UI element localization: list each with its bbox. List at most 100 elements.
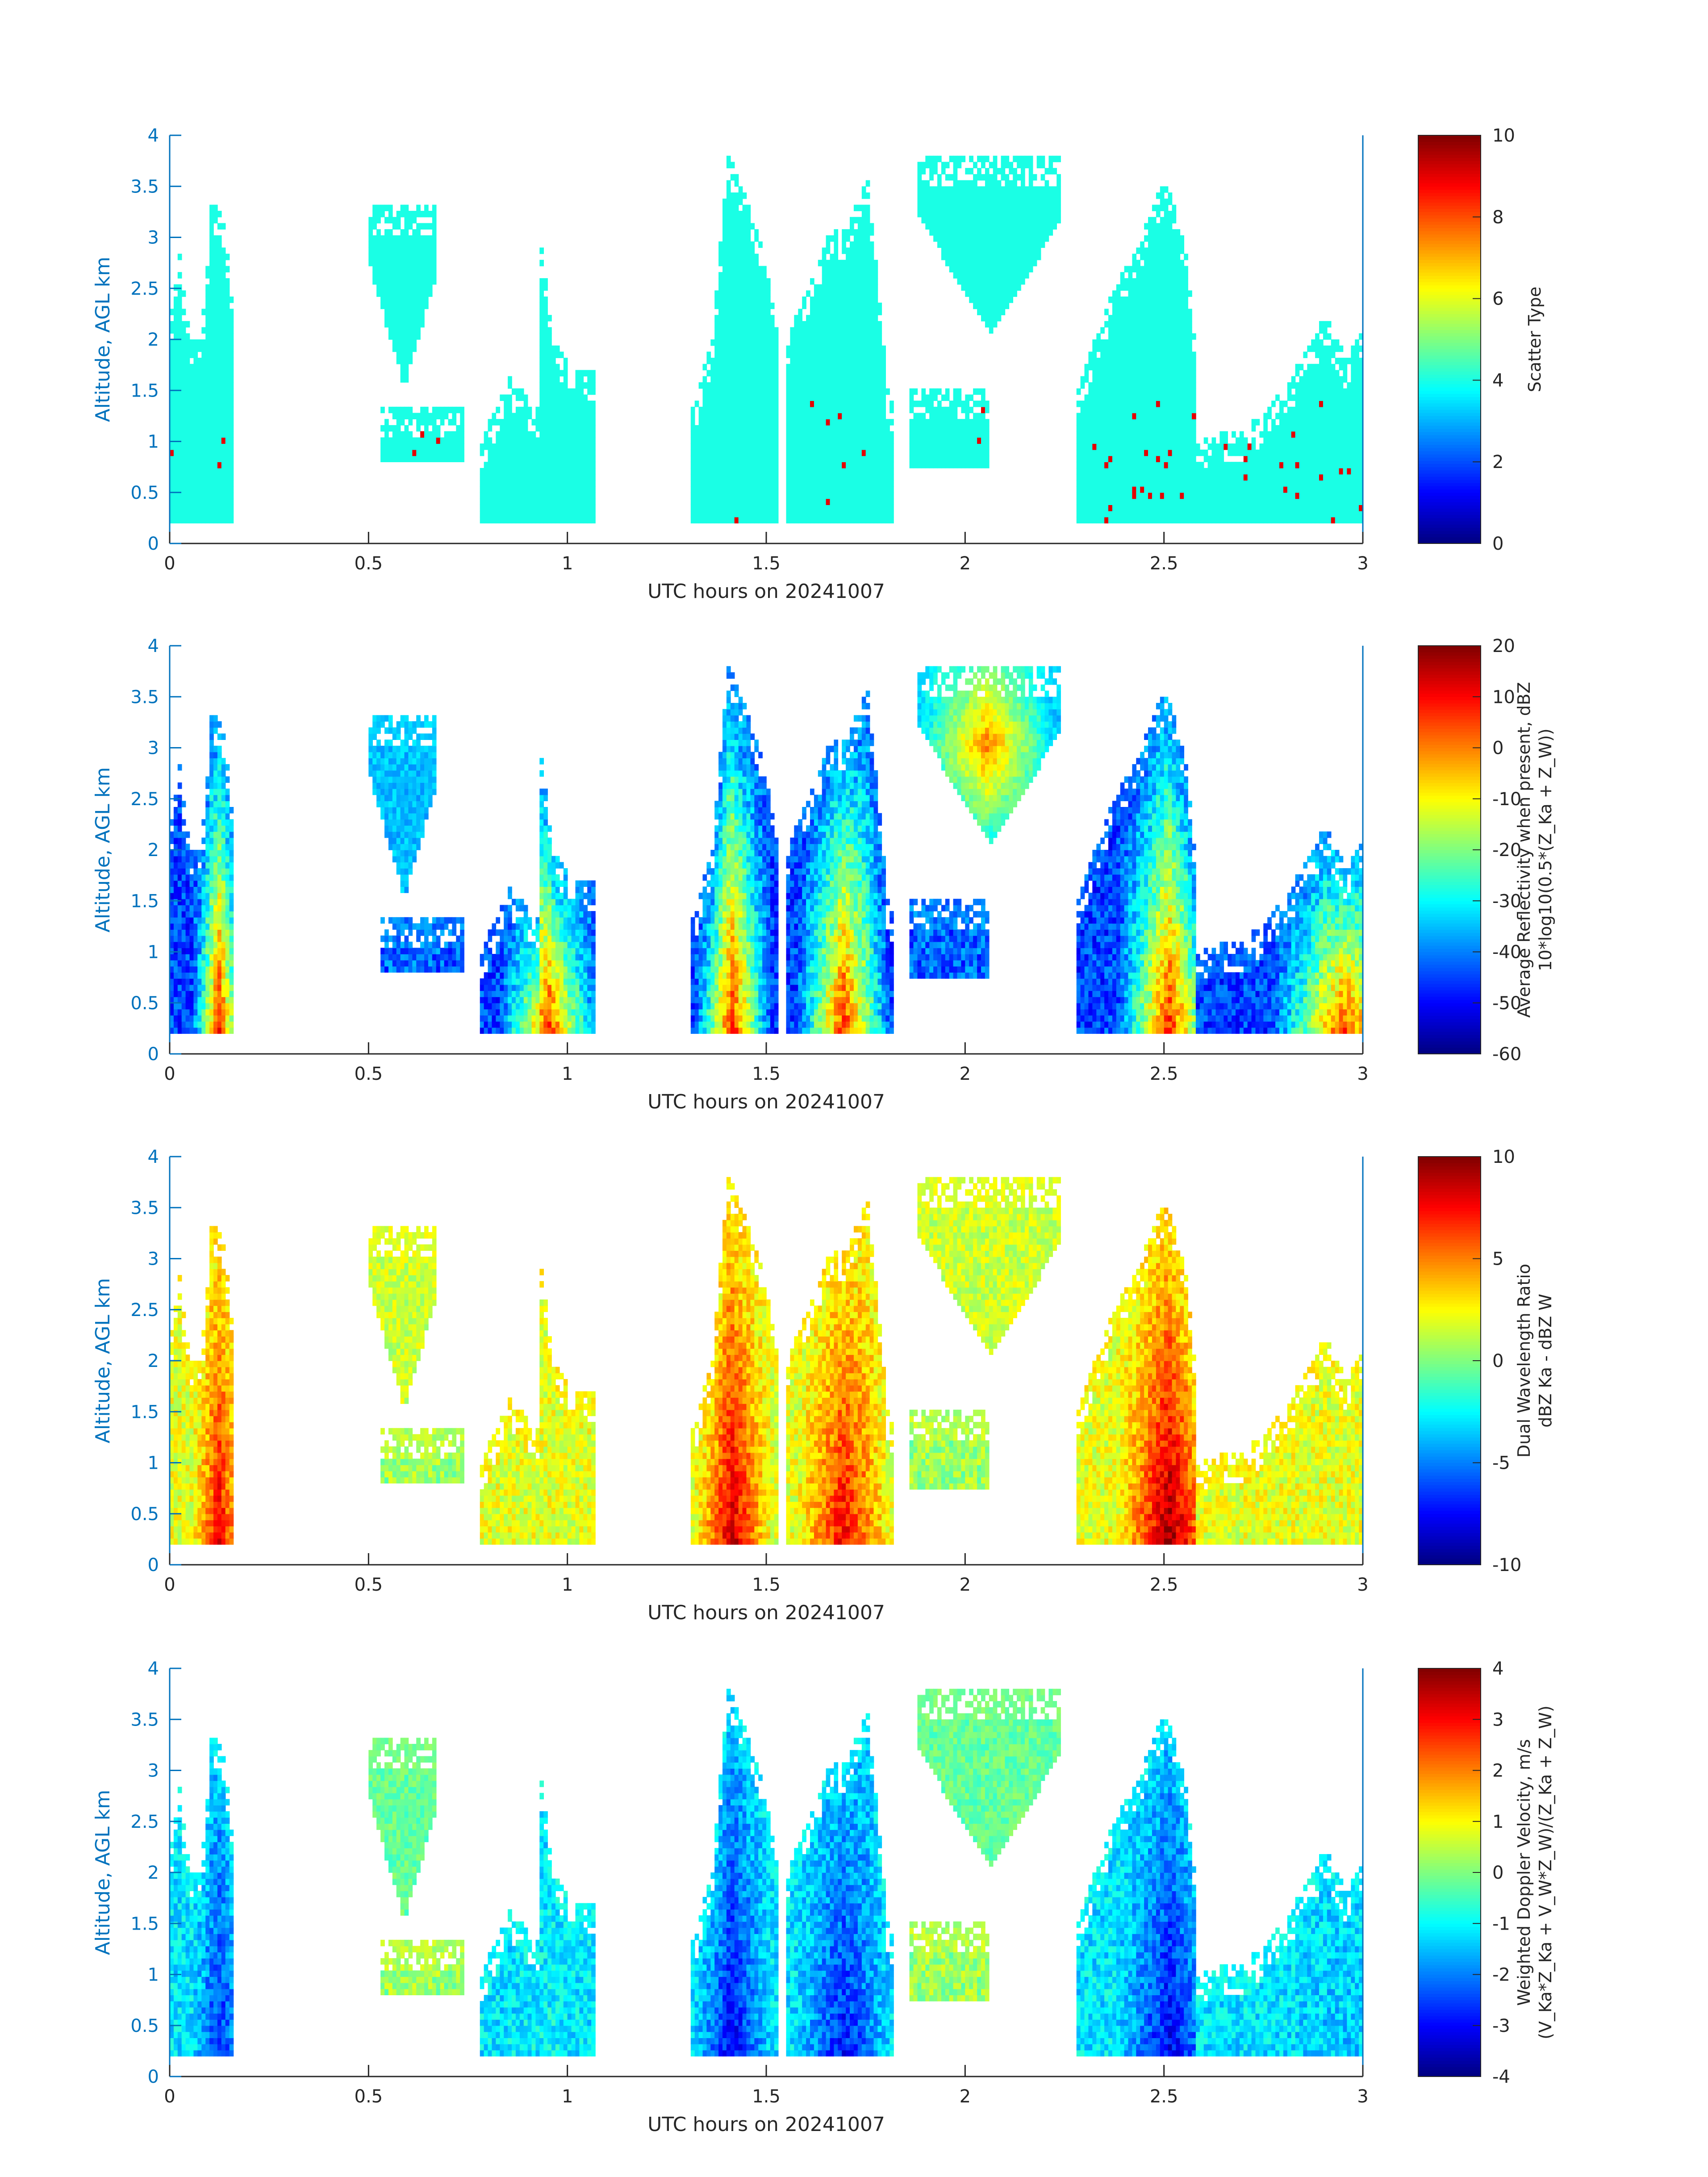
heatmap-cell: [957, 247, 962, 254]
heatmap-cell: [170, 419, 174, 426]
heatmap-cell: [750, 425, 755, 432]
heatmap-cell: [838, 419, 842, 426]
heatmap-cell: [722, 406, 727, 414]
heatmap-cell: [726, 284, 731, 291]
heatmap-cell: [790, 419, 795, 426]
heatmap-cell: [170, 370, 174, 376]
heatmap-cell: [1092, 449, 1097, 456]
heatmap-cell: [861, 510, 866, 518]
heatmap-cell: [786, 455, 791, 462]
heatmap-cell: [539, 364, 544, 371]
heatmap-cell: [1096, 364, 1101, 371]
heatmap-cell: [873, 413, 878, 419]
heatmap-cell: [1124, 437, 1129, 444]
heatmap-cell: [965, 205, 969, 211]
heatmap-cell: [583, 382, 588, 389]
heatmap-cell: [750, 254, 755, 260]
heatmap-cell: [523, 474, 528, 481]
heatmap-cell: [404, 278, 409, 285]
heatmap-cell: [181, 406, 186, 414]
heatmap-cell: [205, 370, 210, 376]
heatmap-cell: [404, 376, 409, 383]
heatmap-cell: [830, 401, 835, 407]
heatmap-cell: [432, 247, 437, 254]
heatmap-cell: [842, 278, 846, 285]
heatmap-cell: [1040, 192, 1045, 199]
heatmap-cell: [766, 302, 771, 309]
heatmap-cell: [846, 498, 850, 505]
heatmap-cell: [802, 339, 806, 346]
heatmap-cell: [1108, 394, 1113, 401]
heatmap-cell: [225, 284, 230, 291]
heatmap-cell: [853, 492, 858, 499]
heatmap-cell: [786, 382, 791, 389]
heatmap-cell: [949, 406, 954, 414]
heatmap-cell: [734, 297, 739, 303]
heatmap-cell: [734, 468, 739, 475]
heatmap-cell: [917, 168, 922, 175]
heatmap-cell: [213, 284, 218, 291]
heatmap-cell: [977, 290, 981, 297]
heatmap-cell: [1052, 192, 1057, 199]
heatmap-cell: [885, 468, 890, 475]
heatmap-cell: [197, 339, 202, 346]
heatmap-cell: [1116, 437, 1121, 444]
heatmap-cell: [846, 510, 850, 518]
heatmap-cell: [591, 443, 596, 450]
heatmap-cell: [973, 247, 977, 254]
heatmap-cell: [953, 180, 958, 187]
heatmap-cell: [953, 388, 958, 395]
heatmap-cell: [519, 406, 524, 414]
heatmap-cell: [412, 211, 417, 217]
heatmap-cell: [857, 235, 862, 242]
heatmap-cell: [861, 241, 866, 248]
heatmap-cell: [981, 205, 986, 211]
heatmap-cell: [834, 382, 839, 389]
heatmap-cell: [492, 505, 497, 511]
heatmap-cell: [1112, 474, 1117, 481]
heatmap-cell: [850, 297, 854, 303]
heatmap-cell: [512, 486, 516, 493]
heatmap-cell: [698, 455, 703, 462]
heatmap-cell: [917, 443, 922, 450]
heatmap-cell: [480, 510, 484, 518]
heatmap-cell: [973, 443, 977, 450]
heatmap-cell: [193, 437, 198, 444]
heatmap-cell: [889, 486, 894, 493]
heatmap-cell: [941, 168, 946, 175]
heatmap-cell: [838, 259, 842, 267]
heatmap-cell: [591, 486, 596, 493]
heatmap-cell: [790, 358, 795, 364]
heatmap-cell: [201, 462, 206, 468]
heatmap-cell: [1100, 327, 1105, 334]
heatmap-cell: [969, 455, 973, 462]
heatmap-cell: [392, 223, 397, 230]
heatmap-cell: [842, 401, 846, 407]
heatmap-cell: [1013, 211, 1017, 217]
heatmap-cell: [714, 480, 719, 487]
heatmap-cell: [718, 468, 723, 475]
heatmap-cell: [889, 431, 894, 438]
heatmap-cell: [512, 443, 516, 450]
heatmap-cell: [822, 370, 827, 376]
heatmap-cell: [504, 425, 508, 432]
heatmap-cell: [209, 382, 214, 389]
heatmap-cell: [193, 431, 198, 438]
heatmap-cell: [738, 437, 743, 444]
heatmap-cell: [929, 443, 934, 450]
heatmap-cell: [396, 425, 401, 432]
heatmap-cell: [1044, 217, 1049, 224]
heatmap-cell: [818, 315, 823, 322]
heatmap-cell: [217, 241, 222, 248]
heatmap-cell: [718, 406, 723, 414]
heatmap-cell: [1108, 315, 1113, 322]
heatmap-cell: [1084, 468, 1089, 475]
heatmap-cell: [563, 498, 568, 505]
heatmap-cell: [937, 186, 942, 193]
heatmap-cell: [408, 345, 413, 352]
heatmap-cell: [981, 443, 986, 450]
heatmap-cell: [917, 211, 922, 217]
heatmap-cell: [810, 333, 814, 340]
heatmap-cell: [1096, 510, 1101, 518]
heatmap-cell: [1001, 174, 1006, 181]
